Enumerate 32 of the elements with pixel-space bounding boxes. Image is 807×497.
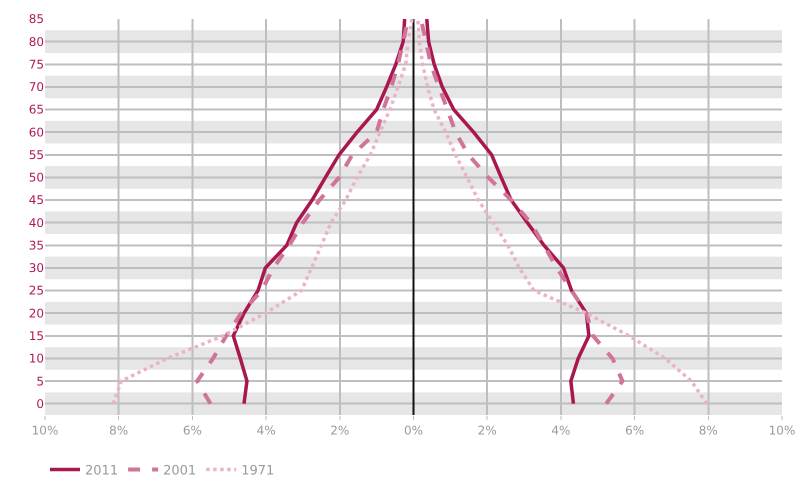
x-tick-label: 8% [109, 423, 128, 438]
y-tick-label: 70 [28, 80, 44, 94]
y-tick-label: 45 [28, 193, 44, 208]
x-tick-label: 4% [256, 423, 276, 438]
y-tick-label: 80 [28, 34, 44, 49]
y-tick-label: 35 [28, 238, 44, 252]
legend-label: 2001 [163, 464, 196, 479]
y-tick-label: 85 [28, 12, 44, 26]
y-tick-label: 20 [28, 306, 44, 320]
x-tick-label: 4% [551, 423, 570, 438]
y-tick-label: 65 [28, 102, 44, 117]
x-tick-label: 10% [32, 423, 58, 438]
legend-label: 2011 [85, 464, 118, 479]
y-tick-label: 50 [28, 170, 44, 185]
y-tick-label: 10 [28, 352, 44, 366]
y-tick-label: 15 [28, 329, 44, 343]
x-tick-label: 6% [625, 423, 644, 438]
y-tick-label: 0 [36, 396, 44, 411]
y-tick-label: 25 [28, 284, 44, 298]
y-tick-label: 40 [28, 216, 44, 230]
x-tick-label: 0% [404, 423, 424, 438]
x-tick-label: 2% [330, 423, 350, 438]
y-tick-label: 30 [28, 261, 44, 276]
x-tick-label: 2% [478, 423, 497, 438]
y-tick-label: 55 [28, 148, 44, 162]
y-tick-label: 60 [28, 125, 44, 140]
x-tick-label: 8% [698, 423, 718, 438]
y-tick-label: 75 [28, 57, 44, 72]
legend-label: 1971 [241, 464, 274, 479]
x-tick-label: 10% [768, 423, 796, 438]
x-tick-label: 6% [182, 423, 202, 438]
y-tick-label: 5 [36, 374, 44, 388]
